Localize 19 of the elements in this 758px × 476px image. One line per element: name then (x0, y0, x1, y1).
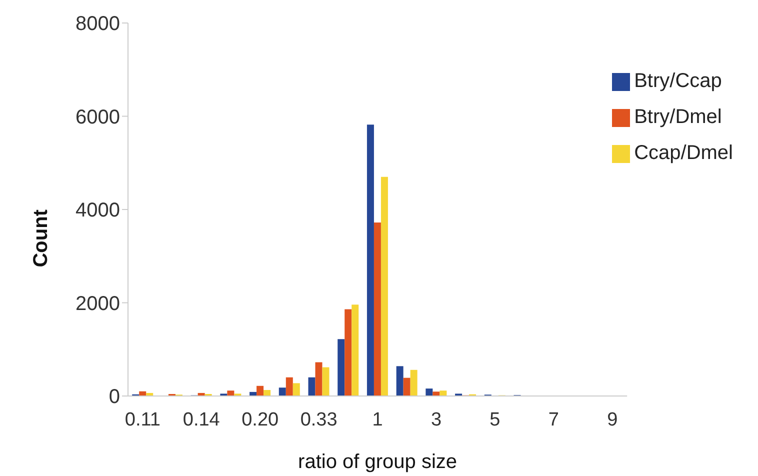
y-tick-label: 2000 (76, 292, 120, 315)
x-tick-label: 0.20 (242, 409, 279, 430)
legend-label: Btry/Dmel (634, 106, 722, 128)
x-tick-label: 7 (548, 409, 559, 430)
y-axis-title: Count (30, 209, 52, 268)
x-tick-label: 9 (607, 409, 618, 430)
y-tick-label: 8000 (76, 13, 120, 36)
x-tick-label: 3 (430, 409, 442, 430)
legend-label: Btry/Ccap (634, 70, 722, 92)
y-tick-label: 6000 (76, 106, 120, 128)
x-tick-label: 0.33 (300, 409, 338, 430)
x-tick-label: 0.14 (182, 409, 220, 430)
x-tick-label: 1 (372, 409, 383, 430)
y-tick-label: 0 (108, 386, 120, 408)
x-axis-title: ratio of group size (298, 451, 458, 474)
y-tick-label: 4000 (76, 200, 120, 222)
x-tick-label: 5 (490, 409, 500, 430)
legend-label: Ccap/Dmel (634, 142, 733, 164)
x-tick-label: 0.11 (124, 409, 160, 430)
